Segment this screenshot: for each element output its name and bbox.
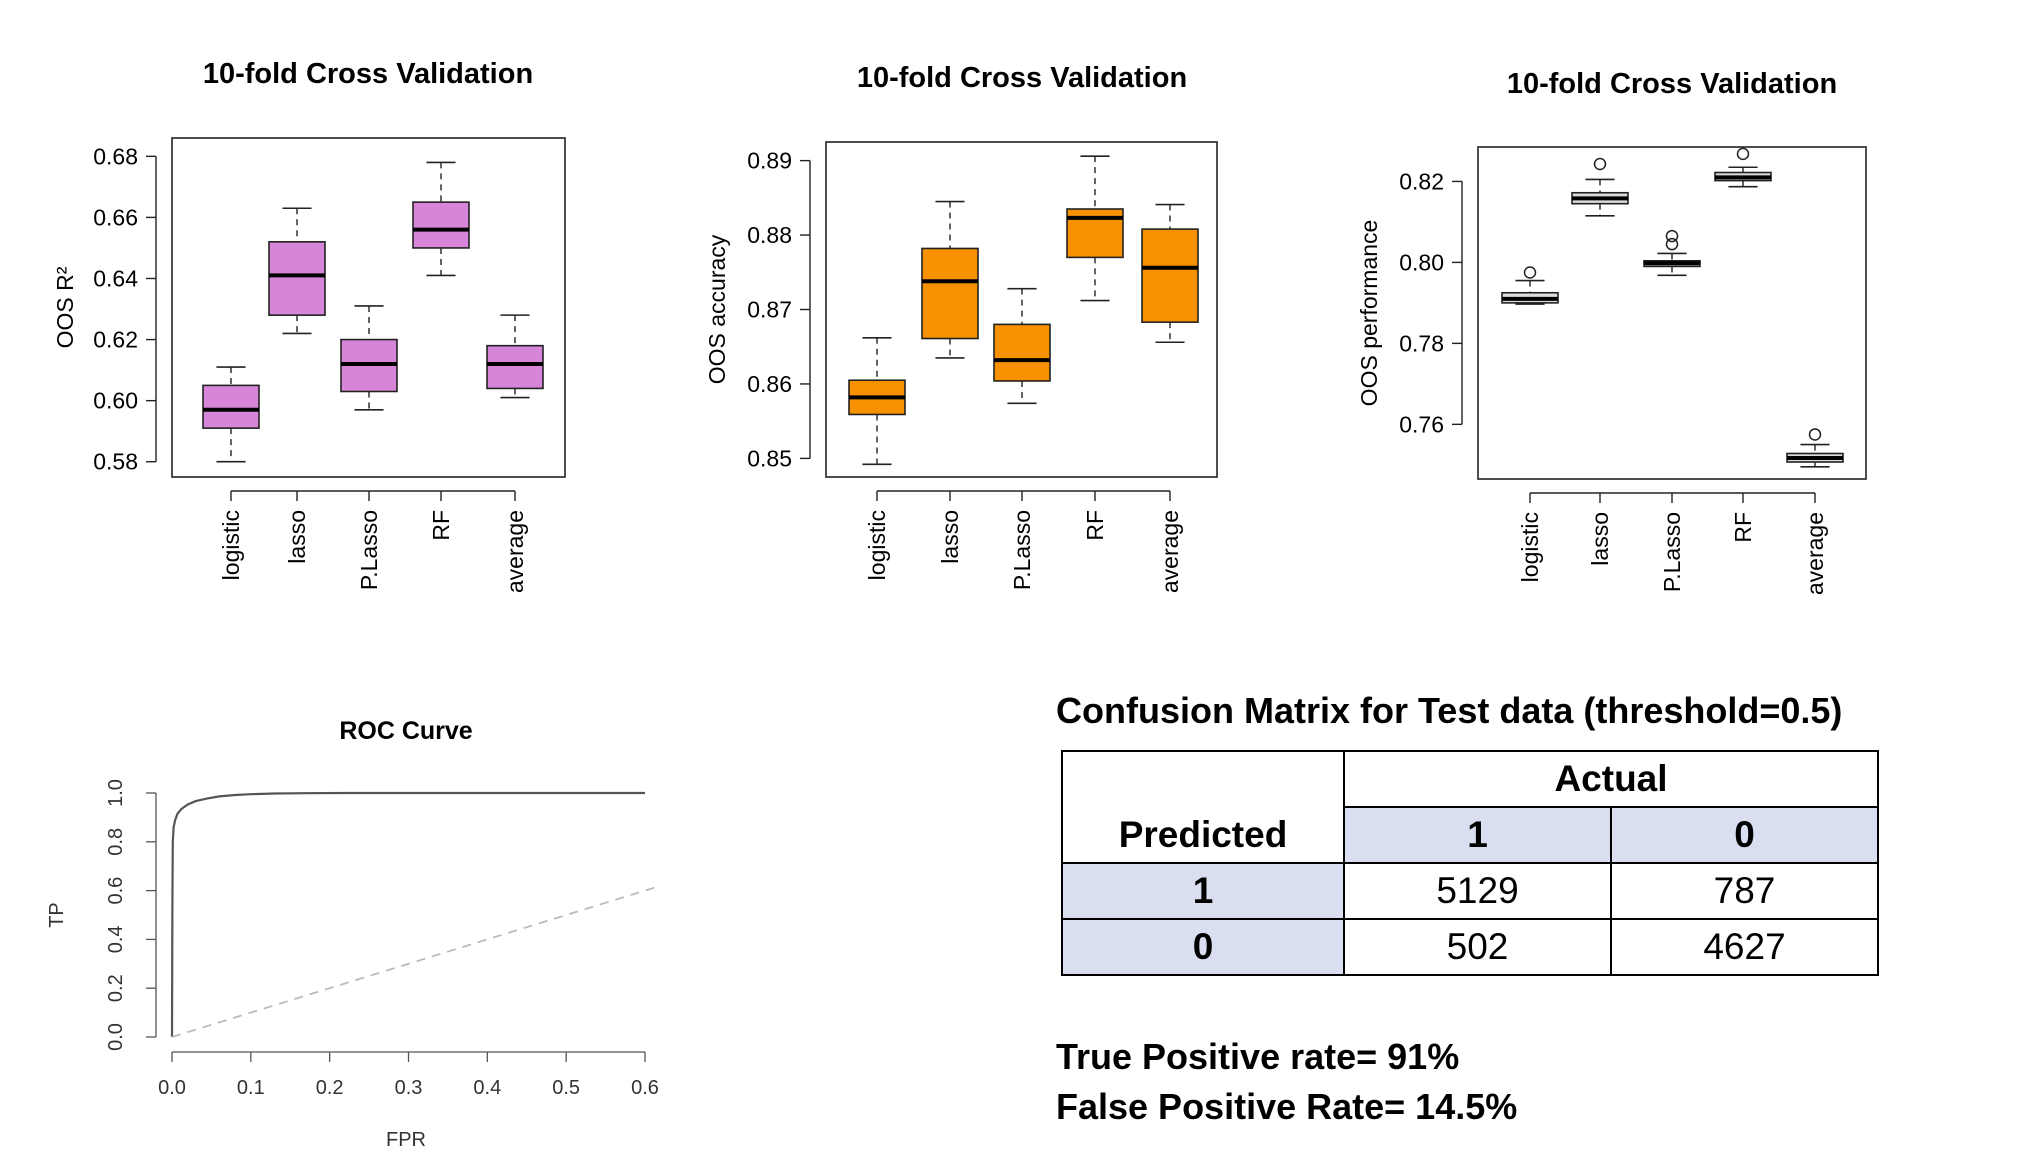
table-row: 0 502 4627	[1061, 918, 1879, 976]
x-tick-label: logistic	[1517, 512, 1543, 582]
cell-pred1-act1: 5129	[1343, 862, 1612, 920]
outlier-point	[1665, 229, 1679, 243]
actual-col-0: 0	[1610, 806, 1879, 864]
x-tick-label: 0.0	[158, 1077, 186, 1099]
actual-col-1: 1	[1343, 806, 1612, 864]
x-tick-label: average	[502, 510, 528, 593]
y-tick-label: 0.85	[747, 445, 792, 471]
roc-diagonal-reference	[171, 884, 662, 1038]
y-tick-label: 0.86	[747, 371, 792, 397]
y-axis-label: TP	[46, 902, 68, 928]
y-tick-label: 0.6	[105, 877, 127, 905]
y-tick-label: 0.62	[93, 327, 138, 353]
chart-title: 10-fold Cross Validation	[203, 58, 533, 90]
table-row: Actual	[1061, 750, 1879, 808]
y-tick-label: 0.78	[1399, 330, 1444, 356]
plot-frame	[825, 141, 1218, 478]
chart-title: 10-fold Cross Validation	[857, 62, 1187, 94]
y-tick-label: 0.76	[1399, 411, 1444, 437]
plot-frame	[171, 137, 566, 478]
y-tick-label: 0.89	[747, 148, 792, 174]
table-row: 1 5129 787	[1061, 862, 1879, 920]
empty-corner	[1061, 750, 1345, 807]
y-axis-label: OOS accuracy	[704, 234, 730, 384]
y-tick-label: 0.0	[105, 1023, 127, 1051]
x-tick-label: lasso	[937, 510, 963, 564]
roc-curve-line	[170, 791, 645, 1038]
outlier-point	[1593, 157, 1607, 171]
box-logistic	[202, 384, 260, 429]
x-tick-label: P.Lasso	[356, 510, 382, 590]
x-tick-label: logistic	[218, 510, 244, 580]
y-tick-label: 0.60	[93, 388, 138, 414]
x-tick-label: 0.5	[552, 1077, 580, 1099]
y-tick-label: 0.88	[747, 222, 792, 248]
x-tick-label: P.Lasso	[1009, 510, 1035, 590]
actual-header: Actual	[1343, 750, 1879, 808]
x-axis-label: FPR	[386, 1129, 426, 1151]
predicted-row-0: 0	[1061, 918, 1345, 976]
confusion-matrix-table: Actual Predicted 1 0 1 5129 787 0 502 46…	[1061, 750, 1879, 976]
y-axis-label: OOS performance	[1356, 220, 1382, 407]
x-tick-label: RF	[428, 510, 454, 541]
box-RF	[412, 201, 470, 249]
box-average	[1141, 228, 1199, 323]
y-tick-label: 0.8	[105, 828, 127, 856]
cell-pred1-act0: 787	[1610, 862, 1879, 920]
y-tick-label: 0.58	[93, 449, 138, 475]
x-tick-label: RF	[1082, 510, 1108, 541]
x-tick-label: 0.3	[395, 1077, 423, 1099]
x-tick-label: P.Lasso	[1659, 512, 1685, 592]
x-tick-label: logistic	[864, 510, 890, 580]
box-lasso	[921, 247, 979, 340]
confusion-matrix-title: Confusion Matrix for Test data (threshol…	[1056, 690, 1843, 731]
box-P.Lasso	[993, 323, 1051, 382]
y-tick-label: 0.66	[93, 204, 138, 230]
predicted-row-1: 1	[1061, 862, 1345, 920]
cell-pred0-act0: 4627	[1610, 918, 1879, 976]
x-tick-label: 0.4	[473, 1077, 501, 1099]
y-tick-label: 0.2	[105, 974, 127, 1002]
cell-pred0-act1: 502	[1343, 918, 1612, 976]
x-tick-label: average	[1802, 512, 1828, 595]
outlier-point	[1808, 428, 1822, 441]
outlier-point	[1736, 147, 1750, 161]
y-tick-label: 0.68	[93, 143, 138, 169]
box-lasso	[268, 241, 326, 316]
x-tick-label: average	[1157, 510, 1183, 593]
y-tick-label: 0.64	[93, 265, 138, 291]
y-tick-label: 0.4	[105, 925, 127, 953]
y-tick-label: 0.87	[747, 297, 792, 323]
table-row: Predicted 1 0	[1061, 806, 1879, 864]
y-tick-label: 0.80	[1399, 249, 1444, 275]
chart-title: 10-fold Cross Validation	[1507, 68, 1837, 100]
x-tick-label: lasso	[1587, 512, 1613, 566]
box-average	[486, 344, 544, 390]
chart-title: ROC Curve	[339, 717, 472, 745]
x-tick-label: lasso	[284, 510, 310, 564]
outlier-point	[1523, 266, 1537, 279]
false-positive-rate: False Positive Rate= 14.5%	[1056, 1086, 1518, 1127]
y-tick-label: 0.82	[1399, 168, 1444, 194]
x-tick-label: 0.6	[631, 1077, 659, 1099]
x-tick-label: RF	[1730, 512, 1756, 543]
y-tick-label: 1.0	[105, 779, 127, 807]
y-axis-label: OOS R²	[52, 266, 78, 348]
x-tick-label: 0.2	[316, 1077, 344, 1099]
predicted-header: Predicted	[1061, 807, 1345, 864]
plot-frame	[1477, 146, 1867, 480]
true-positive-rate: True Positive rate= 91%	[1056, 1036, 1460, 1077]
outlier-point	[1665, 237, 1679, 251]
x-tick-label: 0.1	[237, 1077, 265, 1099]
